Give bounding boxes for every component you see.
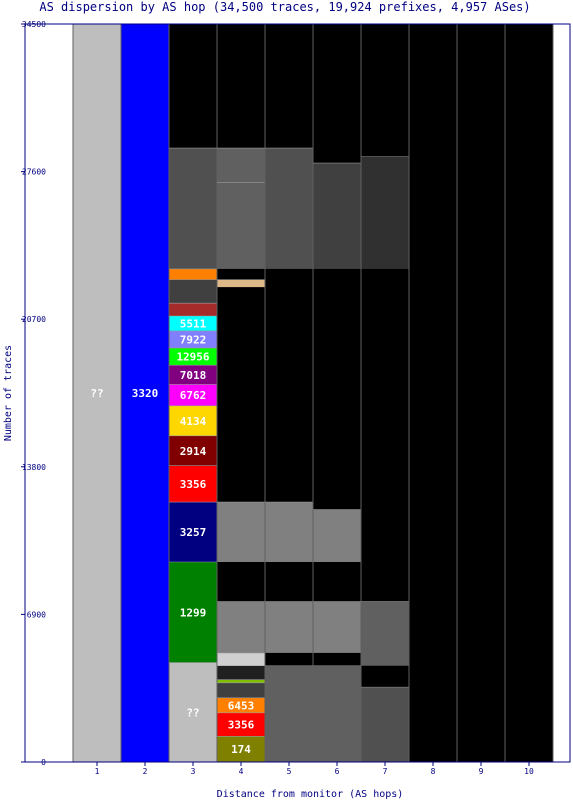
bar-segment-hop-4-8 (217, 502, 265, 562)
x-tick-label: 3 (191, 767, 196, 776)
x-axis: 1 2 3 4 5 6 7 8 9 10 (95, 762, 534, 776)
segment-label: 6762 (180, 389, 207, 402)
chart-title: AS dispersion by AS hop (34,500 traces, … (39, 0, 530, 14)
y-tick-label: 20700 (22, 315, 46, 324)
bar-segment-hop-4-4 (217, 679, 265, 683)
bar-segment-hop-3-7018 (169, 365, 217, 385)
bar-segment-hop-3-6762 (169, 384, 217, 406)
bar-segment-hop-3-?? (169, 662, 217, 762)
bar-segment-hop-3-7922 (169, 330, 217, 349)
segment-label: 3320 (132, 387, 159, 400)
bar-segment-hop-6-0 (313, 665, 361, 762)
x-tick-label: 5 (287, 767, 292, 776)
segment-label: ?? (186, 706, 199, 719)
segment-labels: ?? 3320?? 1299 3257 3356 2914 4134 6762 7018 1295… (90, 317, 254, 756)
bar-segment-hop-3-13 (169, 268, 217, 280)
x-tick-label: 9 (479, 767, 484, 776)
bar-segment-hop-6-3 (313, 163, 361, 269)
segment-label: 3356 (180, 478, 207, 491)
segment-label: 7018 (180, 369, 207, 382)
bar-segment-hop-4-9 (217, 279, 265, 288)
x-axis-label: Distance from monitor (AS hops) (217, 789, 404, 800)
bar-segment-hop-5-3 (265, 148, 313, 269)
bar-segment-hop-3-3257 (169, 502, 217, 562)
segment-label: 4134 (180, 415, 207, 428)
bar-segment-hop-3-14 (169, 148, 217, 269)
y-tick-label: 0 (41, 758, 46, 767)
bar-segment-hop-3-4134 (169, 405, 217, 436)
bar-segment-hop-7-2 (361, 156, 409, 269)
segment-label: 174 (231, 743, 251, 756)
x-tick-label: 7 (383, 767, 388, 776)
segment-label: 7922 (180, 334, 207, 347)
bar-segment-hop-4-174 (217, 736, 265, 762)
x-tick-label: 8 (431, 767, 436, 776)
segment-label: 3257 (180, 526, 207, 539)
y-axis-label: Number of traces (3, 345, 14, 441)
bar-segment-hop-3-5511 (169, 315, 217, 331)
bar-segment-hop-4-7 (217, 601, 265, 653)
bar-segment-hop-3-1299 (169, 561, 217, 663)
segment-label: 1299 (180, 606, 207, 619)
x-tick-label: 10 (524, 767, 534, 776)
bar-segment-hop-3-12 (169, 279, 217, 304)
bar-segment-hop-7-1 (361, 601, 409, 666)
segment-label: ?? (90, 387, 103, 400)
bar-background-hop-10 (505, 24, 553, 762)
bar-segment-hop-6-1 (313, 601, 361, 653)
bar-segment-hop-2-3320 (121, 24, 169, 762)
bar-segment-hop-6-2 (313, 509, 361, 562)
plot-frame (24, 23, 571, 763)
segment-separators (72, 23, 554, 762)
bar-segment-hop-5-0 (265, 665, 313, 762)
bar-segment-hop-3-11 (169, 303, 217, 316)
y-tick-label: 13800 (22, 463, 46, 472)
bar-segment-hop-5-1 (265, 601, 313, 653)
segment-label: 5511 (180, 317, 207, 330)
segment-label: 3356 (228, 719, 255, 732)
y-tick-label: 27600 (22, 168, 46, 177)
bar-segment-hop-4-6453 (217, 697, 265, 713)
bar-segment-hop-4-3 (217, 682, 265, 698)
bar-segment-hop-4-11 (217, 148, 265, 269)
x-tick-label: 4 (239, 767, 244, 776)
x-tick-label: 2 (143, 767, 148, 776)
bar-segment-hop-5-2 (265, 502, 313, 562)
bar-background-hop-9 (457, 24, 505, 762)
x-tick-label: 1 (95, 767, 100, 776)
bar-background-hop-8 (409, 24, 457, 762)
bar-segment-hop-4-3356 (217, 712, 265, 737)
bar-segment-hop-3-2914 (169, 435, 217, 466)
y-tick-label: 6900 (27, 610, 46, 619)
bars-layer (73, 24, 553, 762)
bar-segment-hop-1-?? (73, 24, 121, 762)
segment-label: 6453 (228, 699, 255, 712)
segment-label: 2914 (180, 445, 207, 458)
bar-segment-hop-3-12956 (169, 348, 217, 366)
segment-label: 12956 (176, 351, 209, 364)
bar-segment-hop-4-5 (217, 665, 265, 680)
x-tick-label: 6 (335, 767, 340, 776)
bar-segment-hop-7-0 (361, 687, 409, 762)
y-axis: 0 6900 13800 20700 27600 34500 (21, 20, 46, 767)
y-tick-label: 34500 (22, 20, 46, 29)
bar-segment-hop-3-3356 (169, 465, 217, 503)
bar-segment-hop-4-6 (217, 652, 265, 666)
